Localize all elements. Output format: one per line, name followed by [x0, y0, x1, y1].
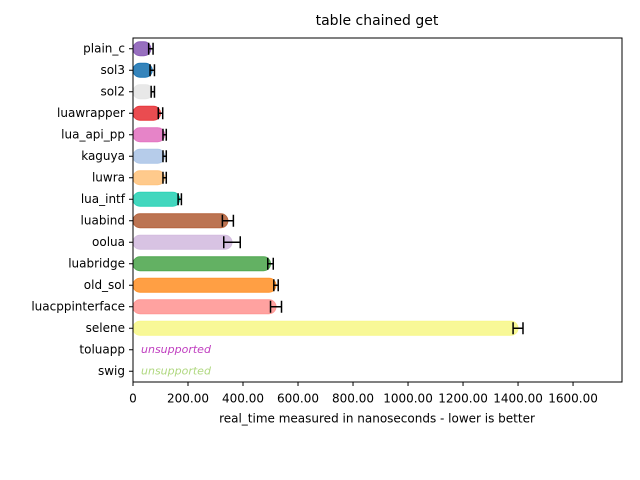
bar	[132, 127, 166, 143]
x-tick-label: 1200.00	[438, 392, 488, 406]
bar	[132, 299, 277, 315]
y-tick-label: luacppinterface	[31, 299, 125, 313]
y-tick-label: lua_api_pp	[61, 127, 125, 141]
y-tick-label: luawrapper	[57, 106, 125, 120]
bar	[132, 234, 233, 250]
y-tick-label: oolua	[92, 235, 125, 249]
error-bar	[221, 214, 235, 227]
x-tick-label: 200.00	[167, 392, 209, 406]
y-tick-label: plain_c	[83, 41, 125, 55]
y-tick-label: lua_intf	[81, 192, 126, 206]
error-bar	[147, 42, 154, 55]
error-bar	[162, 128, 168, 141]
error-bar	[273, 279, 279, 292]
error-bar	[269, 300, 283, 313]
x-tick-label: 0	[129, 392, 137, 406]
error-bar	[157, 107, 164, 120]
bar	[132, 213, 229, 229]
bar	[132, 170, 166, 186]
y-tick-label: luabridge	[68, 256, 125, 270]
x-tick-label: 400.00	[222, 392, 264, 406]
bar	[132, 84, 154, 100]
chart-title: table chained get	[316, 13, 439, 29]
bar	[132, 256, 272, 272]
y-tick-label: sol3	[100, 63, 125, 77]
x-tick-label: 600.00	[277, 392, 319, 406]
x-tick-label: 800.00	[332, 392, 374, 406]
axes-frame	[132, 37, 623, 383]
y-tick-label: swig	[98, 364, 125, 378]
bar	[132, 191, 181, 207]
bar	[132, 105, 162, 121]
error-bar	[162, 171, 168, 184]
y-tick-label: old_sol	[84, 278, 125, 292]
y-tick-label: luwra	[92, 170, 125, 184]
bar	[132, 320, 519, 336]
x-tick-label: 1400.00	[493, 392, 543, 406]
bar	[132, 148, 166, 164]
error-bar	[223, 236, 242, 249]
error-bar	[177, 193, 183, 206]
y-tick-label: toluapp	[79, 342, 125, 356]
error-bar	[267, 257, 275, 270]
unsupported-label: unsupported	[141, 343, 212, 356]
y-tick-label: selene	[86, 321, 125, 335]
x-axis-label: real_time measured in nanoseconds - lowe…	[219, 412, 535, 426]
y-tick-label: sol2	[100, 84, 125, 98]
error-bar	[162, 150, 168, 163]
bar	[132, 277, 277, 293]
error-bar	[512, 322, 524, 335]
x-tick-label: 1000.00	[383, 392, 433, 406]
unsupported-label: unsupported	[141, 364, 212, 377]
error-bar	[149, 64, 156, 77]
x-tick-label: 1600.00	[548, 392, 598, 406]
error-bar	[150, 85, 156, 98]
y-tick-label: kaguya	[81, 149, 125, 163]
y-tick-label: luabind	[81, 213, 125, 227]
